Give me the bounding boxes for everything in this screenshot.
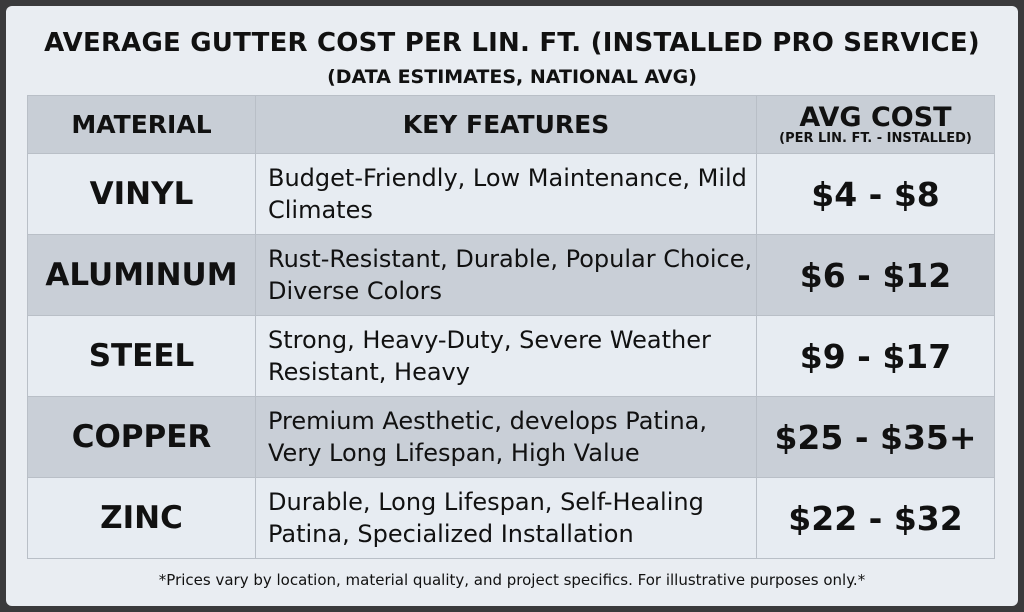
- cost-cell: $6 - $12: [756, 234, 995, 316]
- table-row: ALUMINUM Rust-Resistant, Durable, Popular…: [27, 234, 995, 316]
- header-cost-label: AVG COST: [799, 101, 952, 133]
- table-row: ZINC Durable, Long Lifespan, Self-Healing…: [27, 477, 995, 559]
- features-cell: Rust-Resistant, Durable, Popular Choice,…: [255, 234, 757, 316]
- material-cell: ZINC: [27, 477, 256, 559]
- cost-table: MATERIAL KEY FEATURES AVG COST (PER LIN.…: [27, 95, 995, 559]
- footnote: *Prices vary by location, material quali…: [158, 571, 866, 589]
- cost-cell: $25 - $35+: [756, 396, 995, 478]
- features-cell: Strong, Heavy-Duty, Severe Weather Resis…: [255, 315, 757, 397]
- cost-cell: $22 - $32: [756, 477, 995, 559]
- material-cell: ALUMINUM: [27, 234, 256, 316]
- chart-subtitle: (DATA ESTIMATES, NATIONAL AVG): [327, 66, 697, 88]
- features-cell: Budget-Friendly, Low Maintenance, Mild C…: [255, 153, 757, 235]
- material-cell: COPPER: [27, 396, 256, 478]
- table-row: COPPER Premium Aesthetic, develops Patina…: [27, 396, 995, 478]
- chart-panel: AVERAGE GUTTER COST PER LIN. FT. (INSTAL…: [6, 6, 1018, 606]
- material-cell: VINYL: [27, 153, 256, 235]
- cost-cell: $4 - $8: [756, 153, 995, 235]
- header-material: MATERIAL: [27, 95, 256, 154]
- cost-cell: $9 - $17: [756, 315, 995, 397]
- header-row: MATERIAL KEY FEATURES AVG COST (PER LIN.…: [27, 95, 995, 154]
- table-row: STEEL Strong, Heavy-Duty, Severe Weather …: [27, 315, 995, 397]
- header-cost-sublabel: (PER LIN. FT. - INSTALLED): [779, 130, 972, 146]
- header-cost: AVG COST (PER LIN. FT. - INSTALLED): [756, 95, 995, 154]
- header-features: KEY FEATURES: [255, 95, 757, 154]
- material-cell: STEEL: [27, 315, 256, 397]
- table-row: VINYL Budget-Friendly, Low Maintenance, M…: [27, 153, 995, 235]
- features-cell: Durable, Long Lifespan, Self-Healing Pat…: [255, 477, 757, 559]
- features-cell: Premium Aesthetic, develops Patina, Very…: [255, 396, 757, 478]
- chart-title: AVERAGE GUTTER COST PER LIN. FT. (INSTAL…: [44, 28, 980, 58]
